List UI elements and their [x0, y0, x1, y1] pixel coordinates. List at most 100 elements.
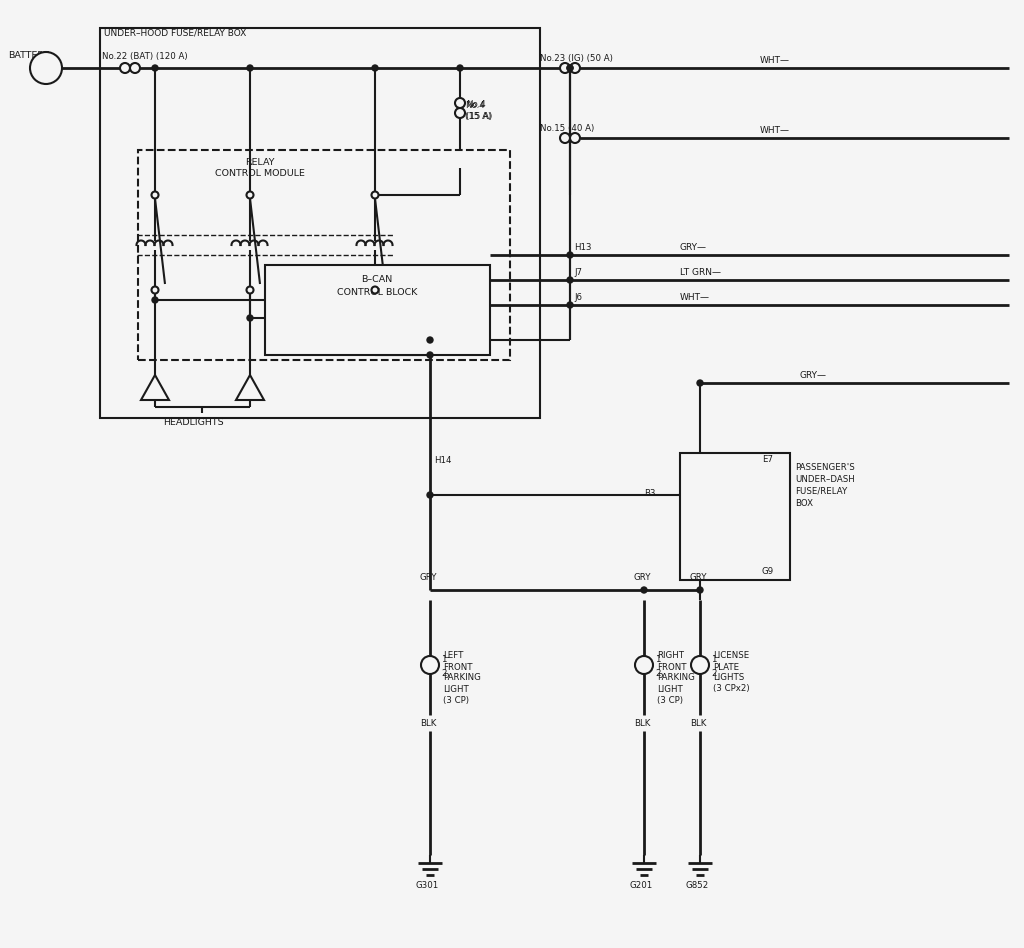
Text: (15 A): (15 A) [466, 112, 493, 120]
Text: WHT—: WHT— [680, 293, 710, 301]
Circle shape [570, 133, 580, 143]
Text: 2: 2 [655, 668, 660, 678]
Text: No.23 (IG) (50 A): No.23 (IG) (50 A) [540, 53, 613, 63]
Text: BATTERY: BATTERY [8, 50, 49, 60]
Text: G301: G301 [416, 881, 439, 889]
Text: BLK: BLK [420, 719, 436, 727]
Circle shape [152, 286, 159, 294]
Circle shape [567, 65, 573, 71]
Text: G852: G852 [686, 881, 710, 889]
Text: FUSE/RELAY: FUSE/RELAY [795, 486, 847, 496]
Circle shape [152, 191, 159, 198]
Text: 2: 2 [711, 668, 717, 678]
Circle shape [120, 63, 130, 73]
FancyBboxPatch shape [100, 28, 540, 418]
Text: H14: H14 [434, 455, 452, 465]
Circle shape [455, 108, 465, 118]
Text: LIGHT: LIGHT [657, 684, 683, 694]
Text: No.4: No.4 [466, 100, 485, 108]
Circle shape [691, 656, 709, 674]
Text: 1: 1 [711, 655, 717, 665]
Text: 1: 1 [655, 655, 660, 665]
Text: (15 A): (15 A) [465, 112, 492, 120]
Text: B3: B3 [644, 488, 655, 498]
Circle shape [247, 315, 253, 321]
Circle shape [457, 65, 463, 71]
Circle shape [30, 52, 62, 84]
Circle shape [372, 286, 379, 294]
Circle shape [427, 337, 433, 343]
Text: BOX: BOX [795, 499, 813, 507]
Text: No.22 (BAT) (120 A): No.22 (BAT) (120 A) [102, 51, 187, 61]
Circle shape [372, 65, 378, 71]
Circle shape [130, 63, 140, 73]
Circle shape [641, 587, 647, 593]
Circle shape [567, 252, 573, 258]
Text: LIGHT: LIGHT [443, 684, 469, 694]
Text: E7: E7 [762, 454, 773, 464]
Circle shape [247, 191, 254, 198]
Circle shape [567, 65, 573, 71]
Text: UNDER–HOOD FUSE/RELAY BOX: UNDER–HOOD FUSE/RELAY BOX [104, 28, 246, 38]
Text: PARKING: PARKING [443, 673, 481, 683]
Text: GRY—: GRY— [680, 243, 707, 251]
Circle shape [567, 302, 573, 308]
Text: (3 CP): (3 CP) [657, 696, 683, 704]
Text: FRONT: FRONT [443, 663, 472, 671]
Text: No.15 (40 A): No.15 (40 A) [540, 123, 594, 133]
Text: WHT—: WHT— [760, 56, 790, 64]
Text: No.4: No.4 [465, 100, 484, 110]
FancyBboxPatch shape [138, 150, 510, 360]
Circle shape [635, 656, 653, 674]
Text: WHT—: WHT— [760, 125, 790, 135]
Circle shape [570, 63, 580, 73]
Circle shape [455, 98, 465, 108]
Text: GRY: GRY [690, 574, 708, 582]
Text: GRY: GRY [634, 574, 651, 582]
Text: G201: G201 [630, 881, 653, 889]
Text: BLK: BLK [690, 719, 707, 727]
Text: PASSENGER'S: PASSENGER'S [795, 463, 855, 471]
Text: GRY—: GRY— [800, 371, 827, 379]
Text: LEFT: LEFT [443, 651, 464, 661]
Circle shape [560, 63, 570, 73]
Circle shape [152, 65, 158, 71]
Circle shape [567, 277, 573, 283]
Circle shape [152, 297, 158, 303]
Circle shape [372, 191, 379, 198]
Text: G9: G9 [762, 568, 774, 576]
Circle shape [560, 133, 570, 143]
Text: B–CAN: B–CAN [361, 275, 392, 283]
Text: PARKING: PARKING [657, 673, 695, 683]
Text: H13: H13 [574, 243, 592, 251]
Text: PLATE: PLATE [713, 663, 739, 671]
Text: J6: J6 [574, 293, 582, 301]
Text: LICENSE: LICENSE [713, 651, 750, 661]
Text: J7: J7 [574, 267, 582, 277]
Text: RIGHT: RIGHT [657, 651, 684, 661]
FancyBboxPatch shape [265, 265, 490, 355]
Text: CONTROL BLOCK: CONTROL BLOCK [337, 287, 417, 297]
Text: GRY: GRY [420, 574, 437, 582]
Circle shape [247, 286, 254, 294]
Circle shape [247, 65, 253, 71]
Text: 1: 1 [441, 655, 446, 665]
Text: LT GRN—: LT GRN— [680, 267, 721, 277]
Text: HEADLIGHTS: HEADLIGHTS [163, 417, 223, 427]
Text: (3 CPx2): (3 CPx2) [713, 684, 750, 694]
Circle shape [421, 656, 439, 674]
Text: BLK: BLK [634, 719, 650, 727]
Text: UNDER–DASH: UNDER–DASH [795, 475, 855, 483]
Circle shape [697, 380, 703, 386]
Text: +: + [40, 61, 52, 76]
Circle shape [427, 352, 433, 358]
Text: (3 CP): (3 CP) [443, 696, 469, 704]
Circle shape [427, 492, 433, 498]
Text: CONTROL MODULE: CONTROL MODULE [215, 169, 305, 177]
Text: 2: 2 [441, 668, 446, 678]
Text: FRONT: FRONT [657, 663, 686, 671]
Circle shape [697, 587, 703, 593]
Text: LIGHTS: LIGHTS [713, 673, 744, 683]
FancyBboxPatch shape [680, 453, 790, 580]
Text: RELAY: RELAY [246, 157, 274, 167]
